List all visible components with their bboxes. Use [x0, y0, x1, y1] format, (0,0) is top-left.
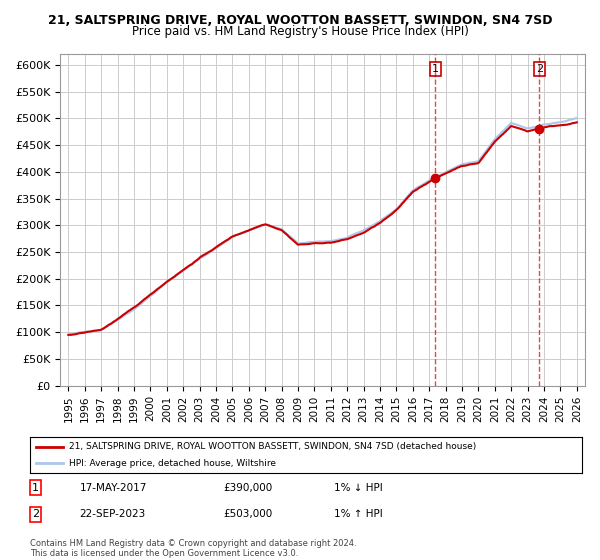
Text: £390,000: £390,000 [223, 483, 272, 493]
Text: Price paid vs. HM Land Registry's House Price Index (HPI): Price paid vs. HM Land Registry's House … [131, 25, 469, 38]
Text: 17-MAY-2017: 17-MAY-2017 [80, 483, 147, 493]
Text: 1: 1 [32, 483, 39, 493]
Text: 22-SEP-2023: 22-SEP-2023 [80, 509, 146, 519]
Text: 1% ↓ HPI: 1% ↓ HPI [334, 483, 382, 493]
Text: 2: 2 [536, 64, 543, 74]
Text: 21, SALTSPRING DRIVE, ROYAL WOOTTON BASSETT, SWINDON, SN4 7SD: 21, SALTSPRING DRIVE, ROYAL WOOTTON BASS… [48, 14, 552, 27]
Text: 1: 1 [432, 64, 439, 74]
Text: HPI: Average price, detached house, Wiltshire: HPI: Average price, detached house, Wilt… [68, 459, 275, 468]
Text: £503,000: £503,000 [223, 509, 272, 519]
Text: 21, SALTSPRING DRIVE, ROYAL WOOTTON BASSETT, SWINDON, SN4 7SD (detached house): 21, SALTSPRING DRIVE, ROYAL WOOTTON BASS… [68, 442, 476, 451]
Text: Contains HM Land Registry data © Crown copyright and database right 2024.
This d: Contains HM Land Registry data © Crown c… [30, 539, 356, 558]
Text: 2: 2 [32, 509, 39, 519]
Text: 1% ↑ HPI: 1% ↑ HPI [334, 509, 382, 519]
